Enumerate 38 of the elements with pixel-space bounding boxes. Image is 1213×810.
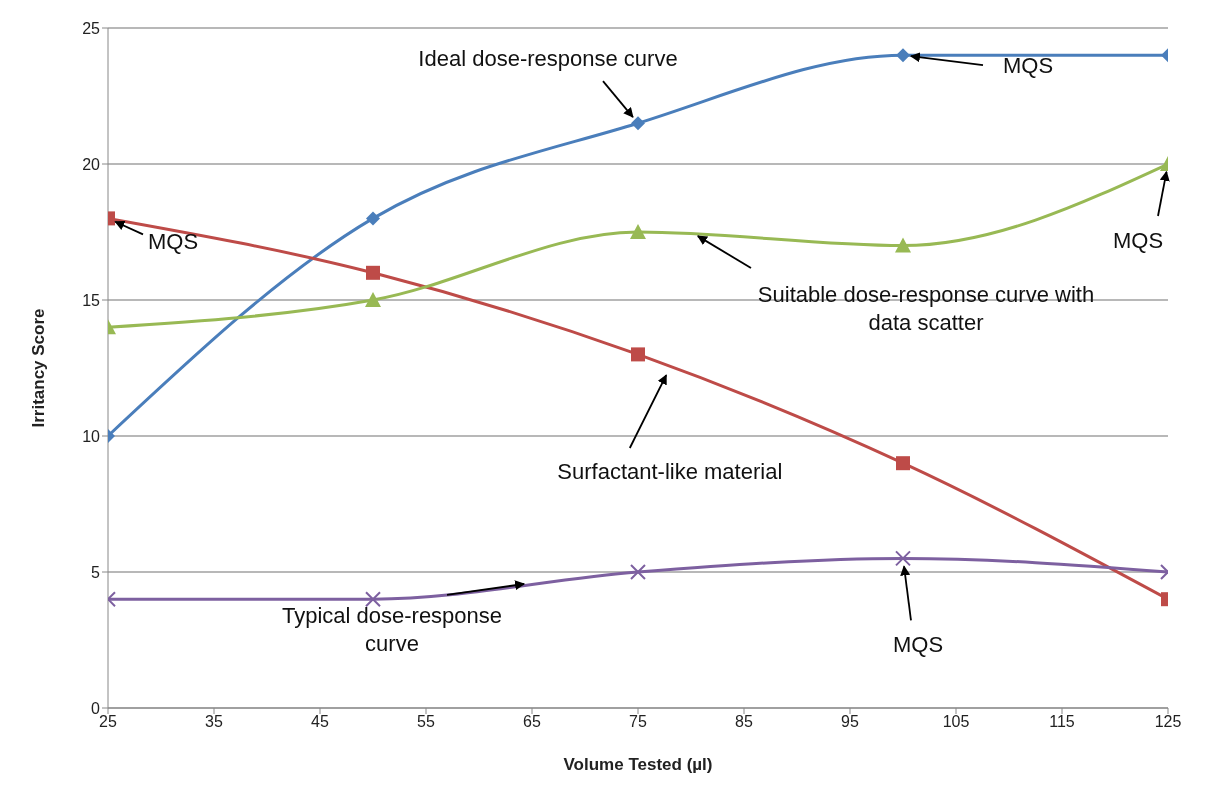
y-tick-label: 5 xyxy=(91,563,101,581)
annotation: Suitable dose-response curve with data scatter xyxy=(757,281,1095,335)
x-tick-label: 75 xyxy=(629,713,647,731)
x-axis-title: Volume Tested (µl) xyxy=(563,755,713,774)
point xyxy=(366,211,380,226)
annotation: MQS xyxy=(147,229,199,255)
y-axis-title: Irritancy Score xyxy=(29,308,49,428)
point xyxy=(365,292,381,307)
annotation: MQS xyxy=(892,632,944,658)
annotation: Ideal dose-response curve xyxy=(418,46,678,72)
x-tick-label: 35 xyxy=(205,713,223,731)
annotation: Surfactant-like material xyxy=(557,458,783,484)
y-tick-label: 25 xyxy=(82,19,101,37)
x-tick-label: 125 xyxy=(1154,713,1182,731)
point xyxy=(896,456,910,471)
y-tick-label: 0 xyxy=(91,699,101,717)
point xyxy=(895,237,911,253)
point xyxy=(630,224,646,239)
y-tick-label: 15 xyxy=(82,291,101,309)
x-tick-label: 45 xyxy=(311,713,329,731)
point xyxy=(896,48,910,63)
annotation: Typical dose-response curve xyxy=(281,602,503,656)
point xyxy=(895,550,911,567)
x-tick-label: 85 xyxy=(735,713,753,731)
y-tick-label: 10 xyxy=(82,427,101,445)
x-tick-label: 115 xyxy=(1049,713,1075,731)
x-tick-label: 65 xyxy=(523,713,541,731)
x-tick-label: 95 xyxy=(841,713,859,731)
annotation: MQS xyxy=(1002,53,1054,79)
x-tick-label: 55 xyxy=(417,713,435,731)
annotation: MQS xyxy=(1112,227,1164,253)
point xyxy=(631,116,645,131)
point xyxy=(366,265,380,280)
y-tick-label: 20 xyxy=(82,155,101,173)
point xyxy=(631,347,645,362)
point xyxy=(630,564,646,580)
x-tick-label: 105 xyxy=(942,713,970,731)
point xyxy=(365,591,381,608)
